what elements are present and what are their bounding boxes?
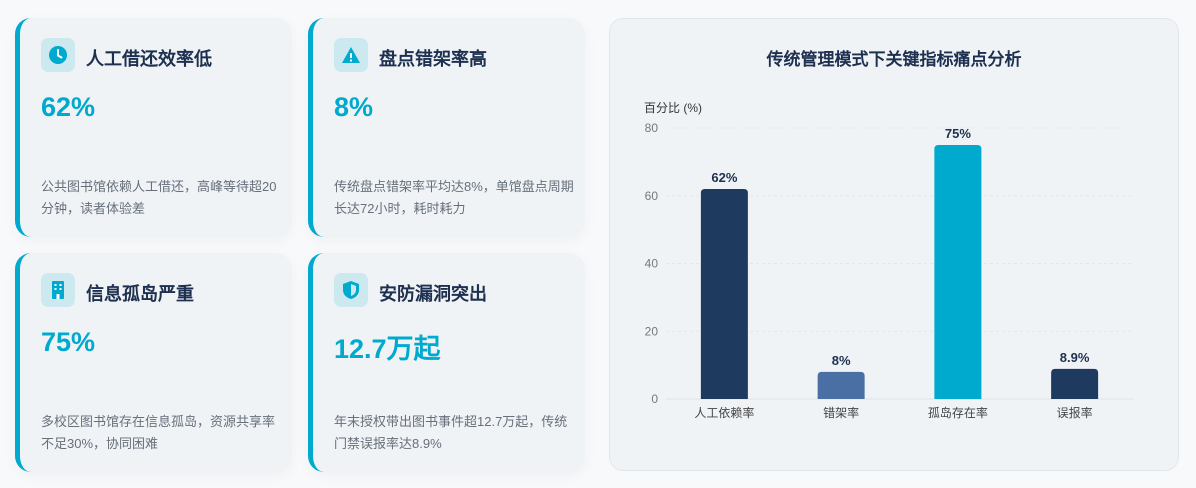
card-description: 年末授权带出图书事件超12.7万起，传统门禁误报率达8.9% — [334, 414, 568, 451]
x-tick-label: 误报率 — [1057, 405, 1093, 420]
card-title: 人工借还效率低 — [86, 49, 212, 69]
chart-panel: 传统管理模式下关键指标痛点分析 百分比 (%) 0 20 40 60 80 62% 人工依赖率… — [609, 18, 1179, 471]
clock-icon — [41, 38, 75, 72]
y-tick-label: 0 — [651, 392, 658, 406]
metric-card: 安防漏洞突出 12.7万起 年末授权带出图书事件超12.7万起，传统门禁误报率达… — [308, 253, 585, 472]
y-tick-label: 80 — [645, 121, 659, 135]
data-label: 62% — [711, 170, 737, 185]
shield-icon — [334, 273, 368, 307]
x-tick-label: 孤岛存在率 — [928, 405, 988, 420]
data-label: 8.9% — [1060, 350, 1090, 365]
bar — [934, 144, 982, 399]
card-value: 8% — [334, 92, 374, 122]
card-description: 多校区图书馆存在信息孤岛，资源共享率不足30%，协同困难 — [41, 414, 276, 451]
card-title: 安防漏洞突出 — [379, 284, 487, 304]
x-tick-label: 错架率 — [823, 405, 859, 420]
y-tick-label: 20 — [645, 324, 659, 338]
bar — [817, 371, 865, 399]
card-value: 12.7万起 — [334, 334, 441, 364]
card-description: 传统盘点错架率平均达8%，单馆盘点周期长达72小时，耗时耗力 — [334, 179, 574, 216]
metric-card: 人工借还效率低 62% 公共图书馆依赖人工借还，高峰等待超20分钟，读者体验差 — [15, 18, 292, 237]
card-description: 公共图书馆依赖人工借还，高峰等待超20分钟，读者体验差 — [41, 179, 277, 216]
bar-chart: 百分比 (%) 0 20 40 60 80 62% 人工依赖率 8% 错架率 75% 孤岛存在率 8.9… — [644, 101, 1133, 420]
warning-icon — [334, 38, 368, 72]
metric-card: 盘点错架率高 8% 传统盘点错架率平均达8%，单馆盘点周期长达72小时，耗时耗力 — [308, 18, 585, 237]
data-label: 75% — [945, 126, 971, 141]
metric-card: 信息孤岛严重 75% 多校区图书馆存在信息孤岛，资源共享率不足30%，协同困难 — [15, 253, 292, 472]
data-label: 8% — [832, 353, 851, 368]
chart-title: 传统管理模式下关键指标痛点分析 — [766, 50, 1022, 69]
x-tick-label: 人工依赖率 — [694, 405, 754, 420]
building-icon — [41, 273, 75, 307]
y-tick-label: 60 — [645, 189, 659, 203]
y-axis-label: 百分比 (%) — [644, 101, 702, 115]
y-tick-label: 40 — [645, 257, 659, 271]
card-title: 盘点错架率高 — [379, 49, 487, 69]
bar — [700, 188, 748, 399]
card-title: 信息孤岛严重 — [86, 284, 194, 304]
card-value: 62% — [41, 92, 96, 122]
card-value: 75% — [41, 327, 96, 357]
bar — [1051, 368, 1099, 399]
